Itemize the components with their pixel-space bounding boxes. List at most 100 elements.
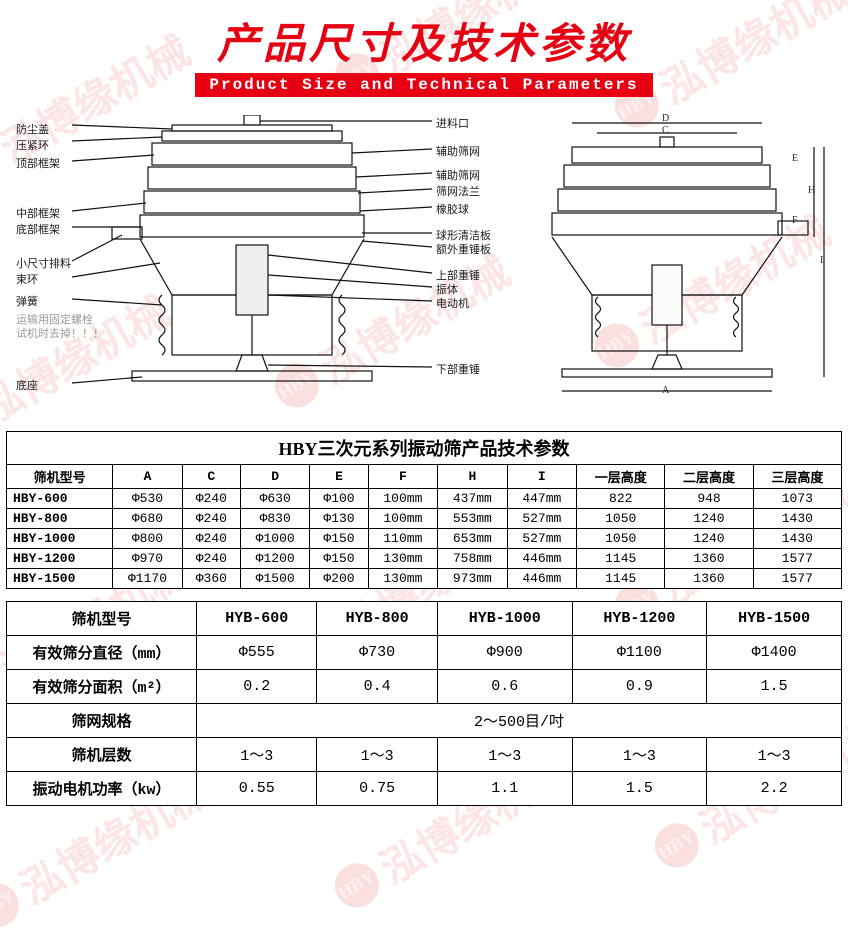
diagram-left: 防尘盖 压紧环 顶部框架 中部框架 底部框架 小尺寸排料 束环 弹簧 运输用固定…	[12, 115, 492, 415]
table-cell: Φ1000	[240, 529, 309, 549]
table-cell: 446mm	[507, 549, 576, 569]
table1-col-header: I	[507, 465, 576, 489]
label-yajinhuan: 压紧环	[16, 137, 49, 153]
table2-col-header: HYB-1000	[437, 602, 572, 636]
table-cell: 1～3	[572, 738, 707, 772]
table-cell: 527mm	[507, 509, 576, 529]
table-row: 筛网规格2～500目/吋	[7, 704, 842, 738]
table-cell: HBY-600	[7, 489, 113, 509]
table2-row-label: 振动电机功率（kw）	[7, 772, 197, 806]
table-cell: 948	[665, 489, 753, 509]
table1-col-header: A	[113, 465, 182, 489]
label-shuhuan: 束环	[16, 271, 38, 287]
table-cell: 1577	[753, 569, 841, 589]
table2-row-label: 有效筛分面积（m²）	[7, 670, 197, 704]
table-cell: Φ530	[113, 489, 182, 509]
table1-col-header: H	[438, 465, 507, 489]
table-cell: 130mm	[368, 549, 437, 569]
label-ewaichongchui: 额外重锤板	[436, 241, 491, 257]
table-cell: 0.4	[317, 670, 437, 704]
table1-col-header: E	[310, 465, 368, 489]
diagram-row: 防尘盖 压紧环 顶部框架 中部框架 底部框架 小尺寸排料 束环 弹簧 运输用固定…	[12, 115, 836, 415]
table-cell: Φ1170	[113, 569, 182, 589]
label-jinliaokou: 进料口	[436, 115, 469, 131]
table-cell: 130mm	[368, 569, 437, 589]
table2-row-label: 有效筛分直径（mm）	[7, 636, 197, 670]
table1-col-header: 一层高度	[577, 465, 665, 489]
table-cell: Φ1200	[240, 549, 309, 569]
table-cell: Φ970	[113, 549, 182, 569]
table-row: 有效筛分直径（mm）Φ555Φ730Φ900Φ1100Φ1400	[7, 636, 842, 670]
table-cell: HBY-1200	[7, 549, 113, 569]
label-shijishi: 试机时去掉！！！	[16, 325, 104, 341]
table-cell: 100mm	[368, 489, 437, 509]
spec-table-2: 筛机型号HYB-600HYB-800HYB-1000HYB-1200HYB-15…	[6, 601, 842, 806]
label-fuzhushaiw2: 辅助筛网	[436, 167, 480, 183]
table-row: HBY-800Φ680Φ240Φ830Φ130100mm553mm527mm10…	[7, 509, 842, 529]
table-cell: Φ130	[310, 509, 368, 529]
table-cell: 973mm	[438, 569, 507, 589]
table-cell: 0.75	[317, 772, 437, 806]
table1-col-header: C	[182, 465, 240, 489]
table-cell: 447mm	[507, 489, 576, 509]
label-shaiwangfalan: 筛网法兰	[436, 183, 480, 199]
table1-col-header: 筛机型号	[7, 465, 113, 489]
label-dingbukuangjia: 顶部框架	[16, 155, 60, 171]
table2-row-label: 筛机层数	[7, 738, 197, 772]
table-cell: 1050	[577, 529, 665, 549]
table-row: HBY-1000Φ800Φ240Φ1000Φ150110mm653mm527mm…	[7, 529, 842, 549]
table-cell: Φ630	[240, 489, 309, 509]
label-zhongbukuangjia: 中部框架	[16, 205, 60, 221]
dim-E: E	[792, 153, 798, 164]
table1-col-header: D	[240, 465, 309, 489]
table-cell: Φ360	[182, 569, 240, 589]
dim-F: F	[792, 215, 798, 226]
table2-col-header: HYB-600	[197, 602, 317, 636]
table-cell: 1430	[753, 509, 841, 529]
dim-C: C	[662, 125, 669, 136]
table1-title: HBY三次元系列振动筛产品技术参数	[6, 431, 842, 464]
table-cell: 100mm	[368, 509, 437, 529]
table-cell: 1240	[665, 529, 753, 549]
table-row: HBY-600Φ530Φ240Φ630Φ100100mm437mm447mm82…	[7, 489, 842, 509]
table-cell: 2.2	[707, 772, 842, 806]
table-cell: Φ200	[310, 569, 368, 589]
table-cell: Φ555	[197, 636, 317, 670]
table-cell: 0.6	[437, 670, 572, 704]
table-cell: 1073	[753, 489, 841, 509]
table-cell: Φ680	[113, 509, 182, 529]
table-cell: HBY-1500	[7, 569, 113, 589]
table-cell: 1050	[577, 509, 665, 529]
table1-col-header: 二层高度	[665, 465, 753, 489]
table2-col-header: HYB-800	[317, 602, 437, 636]
label-diandongji: 电动机	[436, 295, 469, 311]
table-cell: Φ800	[113, 529, 182, 549]
table-row: 筛机层数1～31～31～31～31～3	[7, 738, 842, 772]
table-cell: Φ1100	[572, 636, 707, 670]
label-dibukuangjia: 底部框架	[16, 221, 60, 237]
table-cell: 822	[577, 489, 665, 509]
table-row: HBY-1200Φ970Φ240Φ1200Φ150130mm758mm446mm…	[7, 549, 842, 569]
table1-col-header: 三层高度	[753, 465, 841, 489]
machine-outline-svg	[502, 115, 832, 415]
table-cell: 437mm	[438, 489, 507, 509]
table-cell: 1.5	[572, 772, 707, 806]
table-cell: 1.5	[707, 670, 842, 704]
dim-A: A	[662, 385, 669, 396]
table-cell: 758mm	[438, 549, 507, 569]
table-row: 振动电机功率（kw）0.550.751.11.52.2	[7, 772, 842, 806]
table-cell: 0.55	[197, 772, 317, 806]
table-cell: Φ240	[182, 489, 240, 509]
table-cell: 1～3	[317, 738, 437, 772]
table-cell: 1145	[577, 549, 665, 569]
table-cell: Φ900	[437, 636, 572, 670]
table2-col-header: HYB-1500	[707, 602, 842, 636]
table-cell: Φ150	[310, 529, 368, 549]
table-cell: 553mm	[438, 509, 507, 529]
table-cell: HBY-1000	[7, 529, 113, 549]
table-cell: 527mm	[507, 529, 576, 549]
machine-cross-section-svg	[12, 115, 492, 415]
spec-table-1: 筛机型号ACDEFHI一层高度二层高度三层高度 HBY-600Φ530Φ240Φ…	[6, 464, 842, 589]
table-cell: 0.2	[197, 670, 317, 704]
table-cell: 1240	[665, 509, 753, 529]
